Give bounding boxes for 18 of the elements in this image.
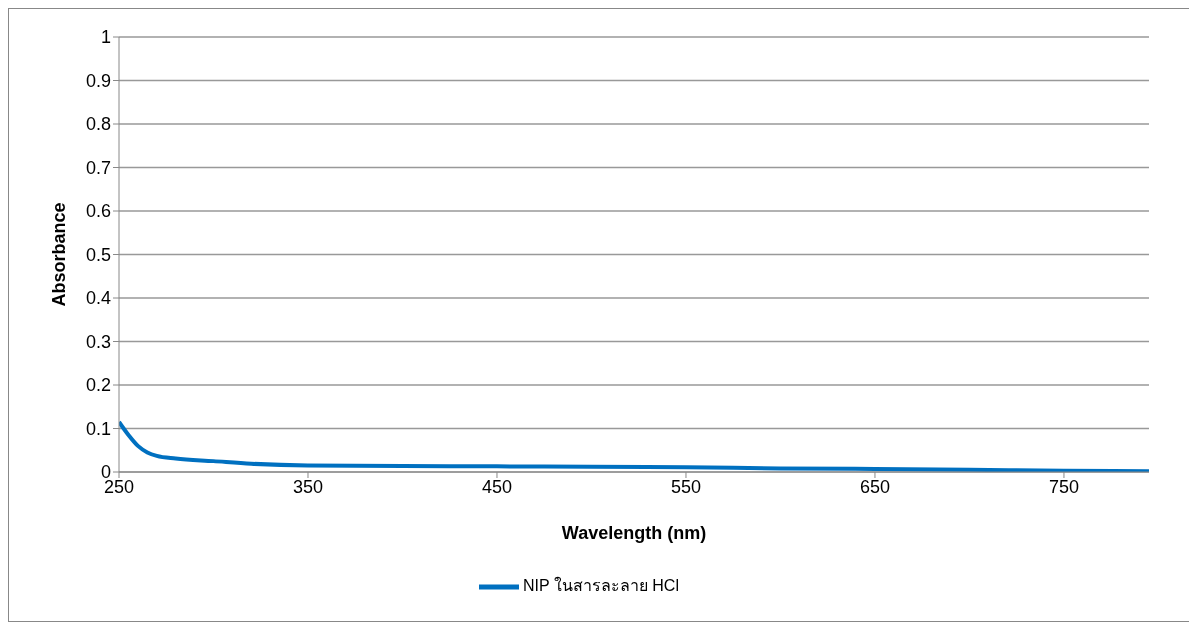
- legend-label: NIP ในสารละลาย HCl: [523, 577, 679, 595]
- x-tick-label: 750: [1048, 476, 1079, 497]
- y-tick-label: 0.7: [85, 157, 111, 178]
- x-tick-label: 650: [859, 476, 890, 497]
- y-tick-label: 0.3: [85, 331, 111, 352]
- x-tick-label: 450: [481, 476, 513, 497]
- y-tick-label: 0.9: [85, 70, 111, 91]
- x-axis-title: Wavelength (nm): [561, 523, 707, 543]
- x-tick-label: 350: [292, 476, 324, 497]
- y-tick-label: 0.6: [85, 201, 111, 222]
- y-tick-label: 0.2: [85, 375, 111, 396]
- y-tick-label: 0.8: [85, 114, 111, 135]
- y-axis-title: Absorbance: [49, 202, 70, 307]
- x-tick-label: 550: [670, 476, 701, 497]
- y-tick-label: 0.4: [85, 288, 111, 309]
- y-tick-label: 0.1: [85, 418, 111, 439]
- y-tick-label: 1: [100, 27, 111, 48]
- y-tick-label: 0.5: [85, 244, 111, 265]
